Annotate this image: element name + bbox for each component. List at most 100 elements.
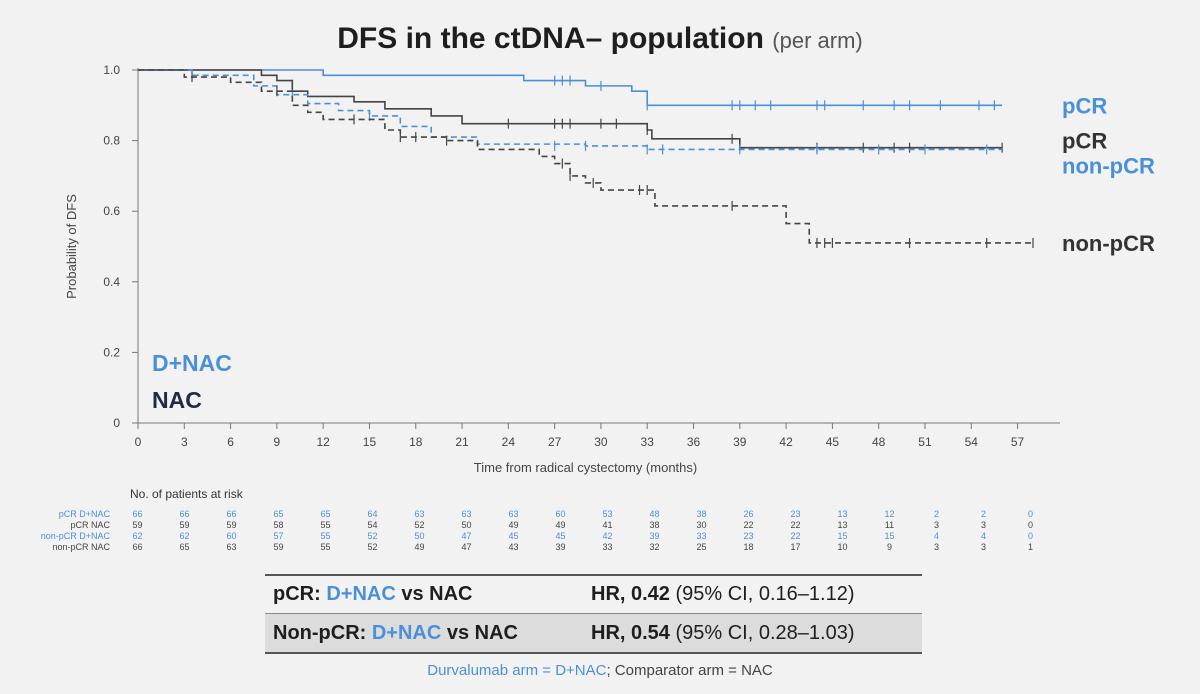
series-line — [138, 69, 1033, 244]
y-tick-label: 0.2 — [103, 345, 120, 359]
risk-cell: 49 — [555, 520, 566, 530]
hr-arm: D+NAC — [326, 583, 396, 605]
risk-cell: 38 — [696, 509, 707, 519]
risk-cell: 39 — [649, 531, 660, 541]
risk-cell: 4 — [933, 531, 939, 541]
risk-cell: 18 — [743, 542, 754, 552]
risk-cell: 0 — [1027, 509, 1033, 519]
legend-label: NAC — [152, 387, 202, 413]
risk-row: non-pCR NAC 66 65 63 59 55 52 49 47 43 39 33 32 25 18 1… — [20, 542, 1054, 553]
hr-row-nonpcr-label: Non-pCR: D+NAC vs NAC — [273, 622, 518, 645]
risk-row-label: non-pCR D+NAC — [40, 531, 110, 541]
risk-cell: 39 — [555, 542, 566, 552]
risk-cell: 59 — [226, 520, 237, 530]
risk-cell: 4 — [980, 531, 986, 541]
risk-cell: 23 — [790, 509, 801, 519]
risk-cell: 32 — [649, 542, 660, 552]
risk-cell: 60 — [226, 531, 237, 541]
risk-cell: 53 — [602, 509, 613, 519]
risk-cell: 22 — [790, 531, 801, 541]
x-tick-label: 36 — [687, 435, 701, 449]
chart-title-main: DFS in the ctDNA– population — [337, 22, 764, 55]
risk-cell: 1 — [1027, 542, 1033, 552]
series-end-label: pCR — [1062, 129, 1107, 154]
risk-cell: 59 — [179, 520, 190, 530]
risk-cell: 65 — [179, 542, 190, 552]
x-tick-label: 15 — [363, 435, 377, 449]
risk-cell: 42 — [602, 531, 613, 541]
risk-table-header: No. of patients at risk — [130, 487, 243, 501]
x-tick-label: 57 — [1011, 435, 1025, 449]
series-end-label: pCR — [1062, 93, 1107, 118]
x-tick-label: 3 — [181, 435, 188, 449]
hr-arm: D+NAC — [371, 621, 442, 644]
hr-vs: vs NAC — [395, 583, 473, 605]
risk-cell: 30 — [696, 520, 707, 530]
risk-row: pCR D+NAC 66 66 66 65 65 64 63 63 63 60 53 48 38 26 23 1… — [20, 509, 1054, 520]
risk-row-label: pCR NAC — [70, 520, 110, 530]
risk-cell: 13 — [837, 520, 848, 530]
x-tick-label: 12 — [316, 435, 330, 449]
series-end-label: non-pCR — [1062, 153, 1155, 178]
hr-row-pcr-value: HR, 0.42 (95% CI, 0.16–1.12) — [591, 583, 855, 606]
risk-cell: 45 — [508, 531, 519, 541]
x-tick-label: 54 — [965, 435, 979, 449]
risk-cell: 17 — [790, 542, 801, 552]
risk-cell: 2 — [933, 509, 939, 519]
risk-cell: 15 — [837, 531, 848, 541]
x-tick-label: 48 — [872, 435, 886, 449]
hr-row-nonpcr: Non-pCR: D+NAC vs NAC HR, 0.54 (95% CI, … — [265, 614, 922, 654]
risk-cell: 52 — [367, 542, 378, 552]
risk-cell: 63 — [461, 509, 472, 519]
x-tick-label: 30 — [594, 435, 608, 449]
risk-cell: 63 — [508, 509, 519, 519]
risk-cell: 48 — [649, 509, 660, 519]
x-tick-label: 24 — [502, 435, 516, 449]
series-end-label: non-pCR — [1062, 231, 1155, 256]
risk-cell: 12 — [884, 509, 895, 519]
risk-row-label: pCR D+NAC — [58, 509, 110, 519]
risk-cell: 25 — [696, 542, 707, 552]
risk-cell: 52 — [414, 520, 425, 530]
footnote: Durvalumab arm = D+NAC; Comparator arm =… — [0, 662, 1200, 679]
hr-vs: vs NAC — [441, 621, 519, 644]
risk-cell: 43 — [508, 542, 519, 552]
risk-cell: 65 — [273, 509, 284, 519]
risk-cell: 3 — [933, 520, 939, 530]
risk-cell: 33 — [696, 531, 707, 541]
risk-cell: 66 — [132, 509, 143, 519]
risk-cell: 45 — [555, 531, 566, 541]
risk-cell: 2 — [980, 509, 986, 519]
risk-cell: 63 — [226, 542, 237, 552]
risk-cell: 59 — [273, 542, 284, 552]
risk-cell: 50 — [414, 531, 425, 541]
x-tick-label: 21 — [455, 435, 469, 449]
risk-row-label: non-pCR NAC — [52, 542, 110, 552]
y-axis-label: Probability of DFS — [64, 194, 79, 299]
footnote-rest: ; Comparator arm = NAC — [606, 662, 773, 679]
risk-cell: 47 — [461, 531, 472, 541]
risk-cell: 9 — [886, 542, 892, 552]
risk-cell: 3 — [980, 520, 986, 530]
risk-row: pCR NAC 59 59 59 58 55 54 52 50 49 49 41 38 30 22 22 13 1… — [20, 520, 1054, 531]
hr-row-pcr: pCR: D+NAC vs NAC HR, 0.42 (95% CI, 0.16… — [265, 574, 922, 614]
series-line — [138, 69, 1003, 149]
risk-row: non-pCR D+NAC 62 62 60 57 55 52 50 47 45 45 42 39 33 2… — [20, 531, 1054, 542]
risk-cell: 23 — [743, 531, 754, 541]
risk-cell: 54 — [367, 520, 378, 530]
risk-cell: 60 — [555, 509, 566, 519]
x-tick-label: 0 — [135, 435, 142, 449]
risk-cell: 3 — [933, 542, 939, 552]
footnote-arm: Durvalumab arm = D+NAC — [427, 662, 607, 679]
risk-cell: 65 — [320, 509, 331, 519]
risk-cell: 11 — [884, 520, 895, 530]
risk-cell: 41 — [602, 520, 613, 530]
risk-table: pCR D+NAC 66 66 66 65 65 64 63 63 63 60 53 48 38 26 23 1… — [20, 509, 1054, 553]
hr-row-pcr-label: pCR: D+NAC vs NAC — [273, 583, 472, 606]
chart-title-sub: (per arm) — [772, 28, 863, 53]
x-axis-label: Time from radical cystectomy (months) — [474, 460, 697, 475]
risk-cell: 10 — [837, 542, 848, 552]
hr-group: pCR: — [273, 583, 327, 605]
risk-cell: 3 — [980, 542, 986, 552]
risk-cell: 62 — [132, 531, 143, 541]
